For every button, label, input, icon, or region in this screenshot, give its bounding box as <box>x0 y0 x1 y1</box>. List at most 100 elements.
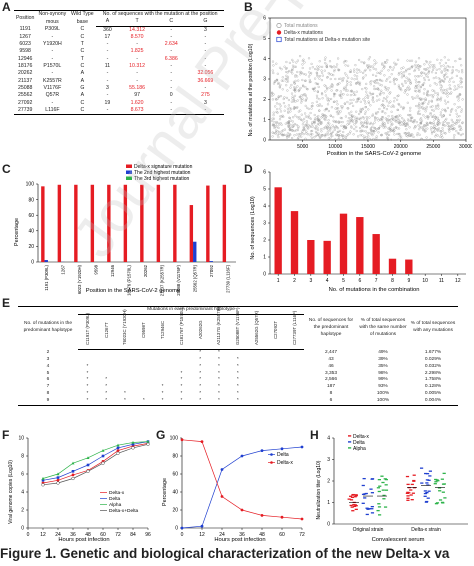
scatter-point <box>369 121 372 124</box>
data-point <box>131 443 135 446</box>
data-point <box>361 484 365 487</box>
data-point <box>260 449 264 452</box>
scatter-point <box>326 98 329 101</box>
cell-pct-any: 2.298% <box>424 370 442 376</box>
scatter-point <box>316 97 319 100</box>
scatter-point <box>340 134 343 137</box>
scatter-point <box>363 62 366 65</box>
x-tick-label: 27739 (L116F) <box>225 264 230 292</box>
x-tick-label: 20000 <box>394 144 408 150</box>
scatter-point <box>446 69 450 72</box>
scatter-point <box>286 89 289 92</box>
scatter-point <box>435 83 438 86</box>
scatter-point <box>310 107 313 110</box>
scatter-point <box>398 133 401 136</box>
scatter-point <box>366 123 369 126</box>
scatter-point <box>460 110 463 113</box>
data-point <box>406 499 410 501</box>
scatter-point <box>385 86 388 89</box>
scatter-point <box>395 78 398 81</box>
scatter-point <box>271 98 274 101</box>
x-tick-label: 18176 (P1570L) <box>126 264 131 295</box>
cell-nonsynonymous: P1570L <box>43 63 62 70</box>
scatter-point <box>426 117 430 120</box>
scatter-point <box>395 78 398 81</box>
scatter-point <box>451 69 454 72</box>
y-tick-label: 2 <box>327 479 330 485</box>
scatter-point <box>420 138 424 141</box>
scatter-point <box>398 135 401 138</box>
scatter-point <box>317 85 320 88</box>
y-tick-label: 6 <box>21 472 24 478</box>
scatter-point <box>345 74 348 77</box>
x-tick-label: 48 <box>85 532 91 538</box>
data-point <box>409 494 413 496</box>
data-point <box>406 495 410 497</box>
x-tick-label: 36 <box>70 532 76 538</box>
scatter-point <box>391 68 394 71</box>
scatter-point <box>415 104 418 108</box>
cell-mark: * <box>199 370 202 376</box>
header-e-mutation-label: T12946C <box>160 320 166 339</box>
bar <box>193 241 197 262</box>
scatter-point <box>376 111 380 114</box>
cell-position: 12946 <box>17 55 33 62</box>
cell-mark: * <box>105 391 108 397</box>
data-point <box>425 500 429 503</box>
cell-mark <box>247 377 266 384</box>
scatter-point <box>378 78 381 81</box>
scatter-point <box>456 118 459 122</box>
scatter-point <box>287 125 290 128</box>
cell-pct-any: 0.128% <box>424 384 442 390</box>
bar <box>57 184 62 262</box>
y-tick-label: 3 <box>263 77 266 83</box>
scatter-point <box>306 106 309 109</box>
data-point <box>409 489 413 491</box>
x-tick-label: 0 <box>181 532 184 538</box>
y-tick-label: 4 <box>263 56 266 62</box>
scatter-point <box>386 95 389 98</box>
scatter-point <box>425 136 428 139</box>
mutation-position-table: Position Non-synony mous Wild Type base … <box>14 10 224 116</box>
scatter-point <box>278 86 281 89</box>
scatter-point <box>353 74 356 77</box>
scatter-point <box>453 85 456 88</box>
cell-mark: * <box>153 398 172 407</box>
scatter-point <box>275 102 279 105</box>
data-point <box>354 495 358 497</box>
scatter-point <box>359 127 362 130</box>
cell-mark: * <box>199 363 202 369</box>
cell-mark: * <box>236 363 239 369</box>
panel-label-d: D <box>244 162 253 176</box>
scatter-point <box>293 129 296 133</box>
scatter-point <box>434 91 437 94</box>
scatter-point <box>327 128 330 131</box>
scatter-point <box>279 110 283 113</box>
scatter-point <box>461 122 464 125</box>
scatter-point <box>380 104 383 107</box>
data-point <box>443 497 447 499</box>
scatter-point <box>409 106 412 109</box>
bar <box>339 213 348 274</box>
scatter-point <box>440 71 443 74</box>
header-e-any: % of total sequences with any mutations <box>408 306 458 350</box>
scatter-point <box>372 73 375 76</box>
scatter-point <box>283 65 286 68</box>
scatter-point <box>315 100 318 103</box>
scatter-point <box>366 138 369 141</box>
scatter-point <box>329 77 332 81</box>
data-point <box>438 499 443 501</box>
data-point <box>383 506 388 508</box>
scatter-point <box>427 94 430 97</box>
scatter-point <box>301 123 304 126</box>
scatter-point <box>401 84 405 87</box>
scatter-point <box>291 64 295 67</box>
scatter-point <box>304 94 307 98</box>
scatter-point <box>323 84 326 87</box>
cell-mark <box>172 357 191 364</box>
data-point <box>71 470 75 473</box>
cell-position: 1267 <box>19 33 31 40</box>
data-point <box>370 512 375 514</box>
data-point <box>442 472 446 475</box>
scatter-point <box>445 69 449 72</box>
